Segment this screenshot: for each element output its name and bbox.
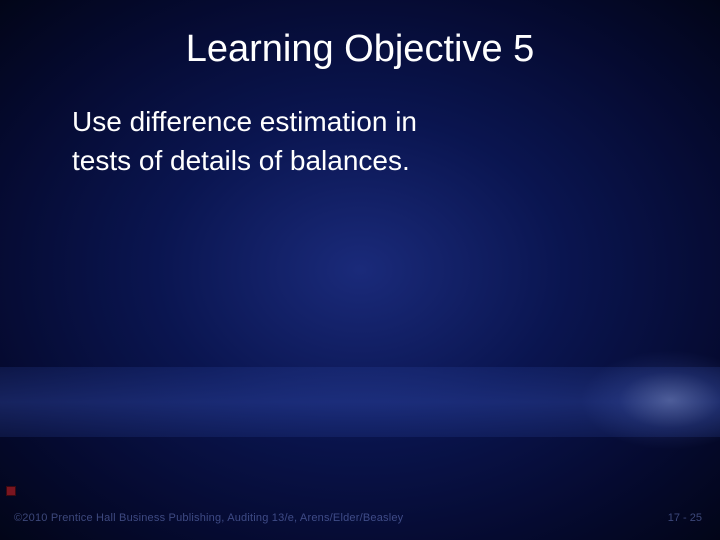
slide-number: 17 - 25 (668, 512, 702, 524)
body-line-1: Use difference estimation in (72, 103, 640, 142)
bullet-decoration (6, 486, 16, 496)
slide-body: Use difference estimation in tests of de… (0, 91, 720, 180)
body-line-2: tests of details of balances. (72, 142, 640, 181)
copyright-text: ©2010 Prentice Hall Business Publishing,… (14, 512, 403, 524)
slide-container: Learning Objective 5 Use difference esti… (0, 0, 720, 540)
slide-title: Learning Objective 5 (0, 0, 720, 91)
